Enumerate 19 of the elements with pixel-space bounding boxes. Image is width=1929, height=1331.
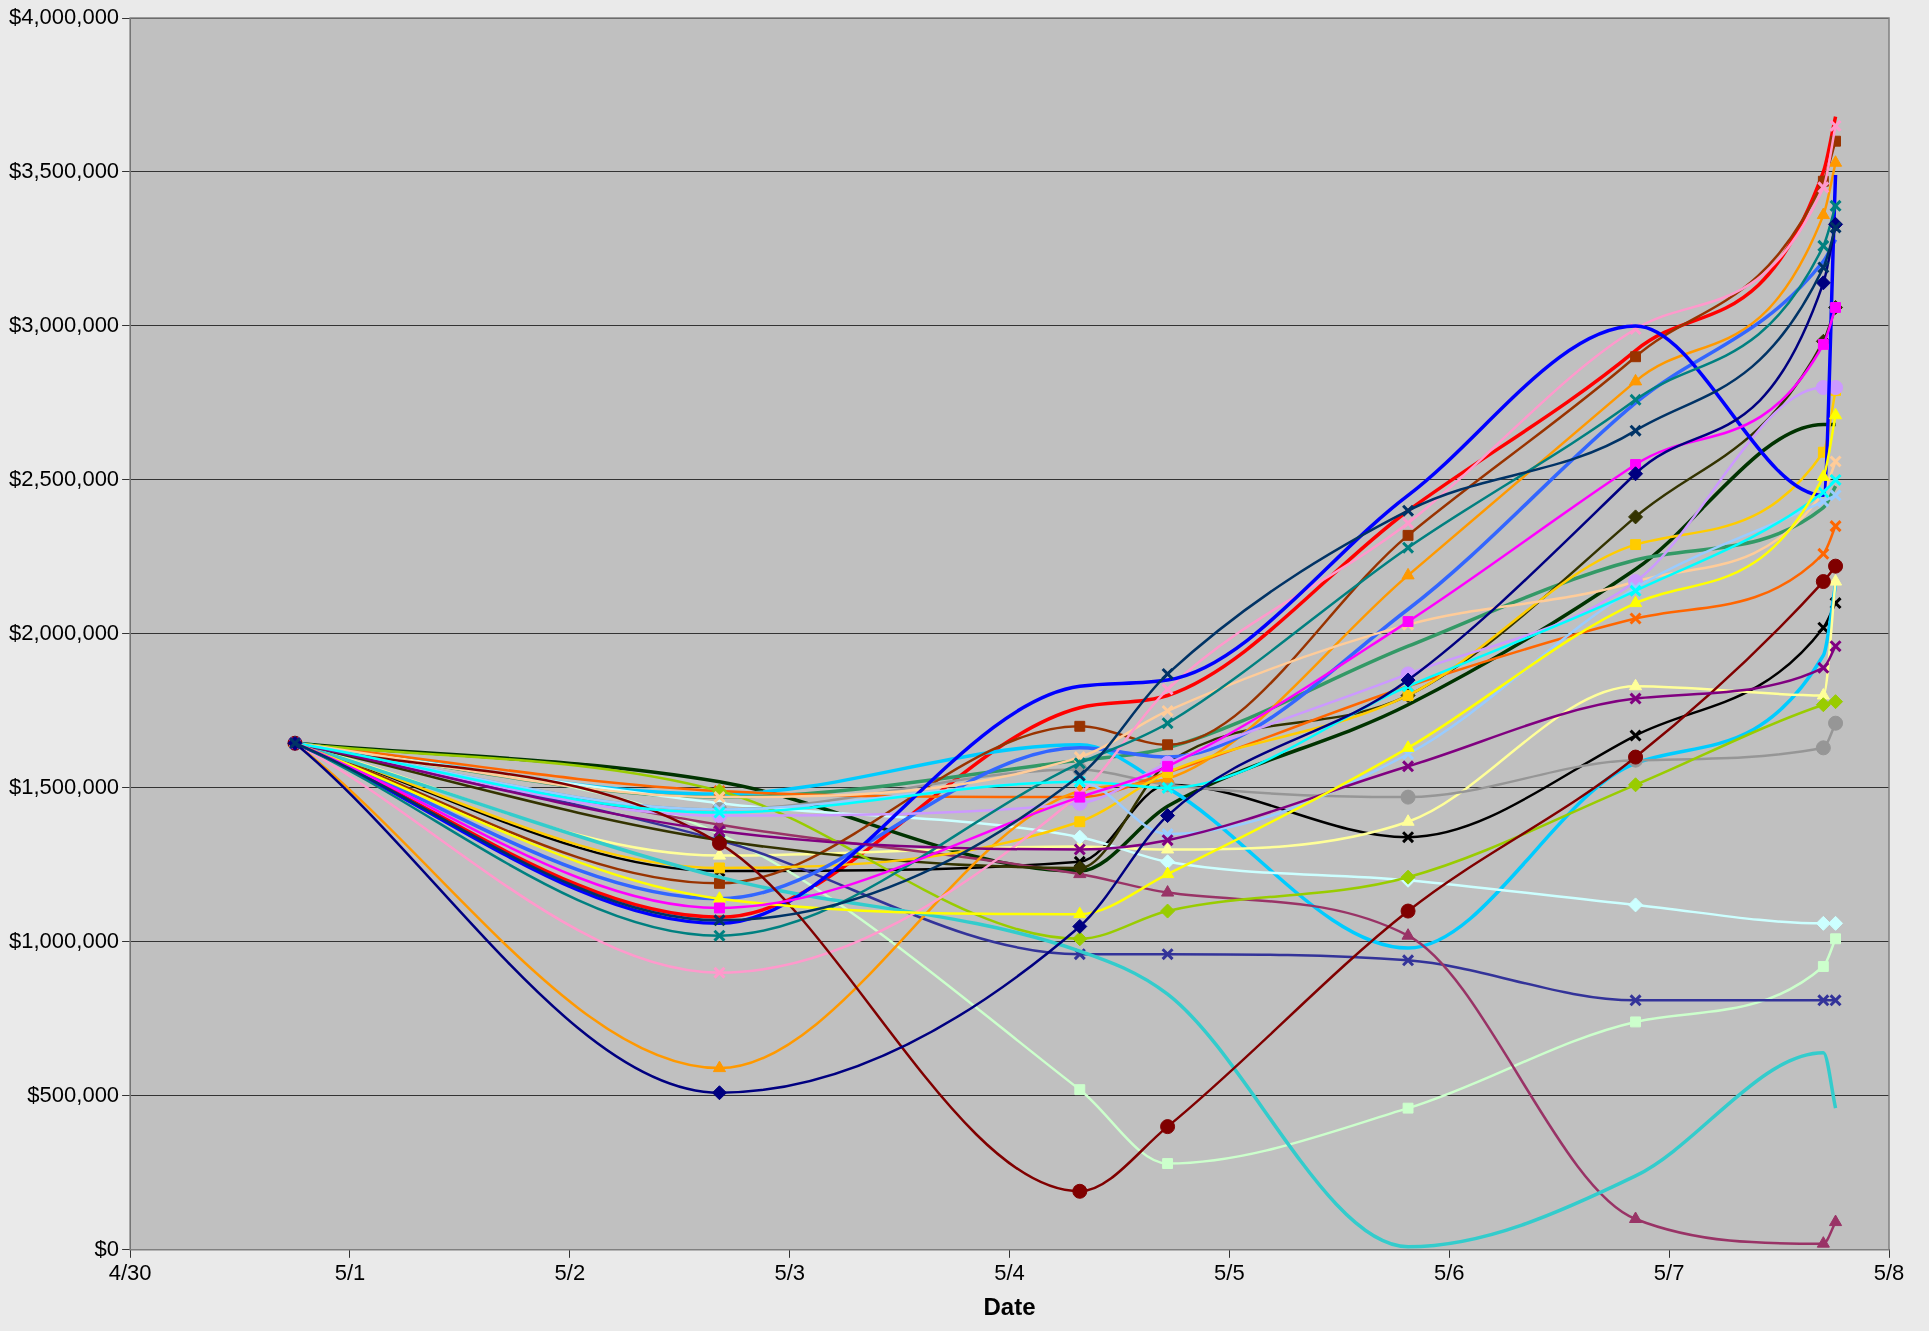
y-tick-label: $1,500,000 — [9, 773, 120, 799]
y-tick-label: $2,000,000 — [9, 619, 120, 645]
x-tick-label: 5/5 — [1214, 1260, 1245, 1286]
y-tick-label: $2,500,000 — [9, 465, 120, 491]
x-tick-label: 5/4 — [994, 1260, 1025, 1286]
y-tick-label: $500,000 — [27, 1081, 120, 1107]
y-tick-label: $4,000,000 — [9, 4, 120, 30]
x-tick-label: 5/1 — [334, 1260, 366, 1286]
x-tick-label: 5/7 — [1653, 1260, 1685, 1286]
x-tick-label: 5/8 — [1873, 1260, 1905, 1286]
y-tick-label: $0 — [94, 1235, 120, 1261]
y-tick-label: $3,000,000 — [9, 312, 120, 338]
x-tick-label: 5/2 — [554, 1260, 586, 1286]
x-tick-label: 5/6 — [1433, 1260, 1465, 1286]
y-tick-label: $3,500,000 — [9, 158, 120, 184]
x-tick-label: 5/3 — [774, 1260, 805, 1286]
y-tick-label: $1,000,000 — [9, 927, 120, 953]
x-axis-title: Date — [983, 1293, 1036, 1321]
x-tick-label: 4/30 — [108, 1260, 152, 1286]
